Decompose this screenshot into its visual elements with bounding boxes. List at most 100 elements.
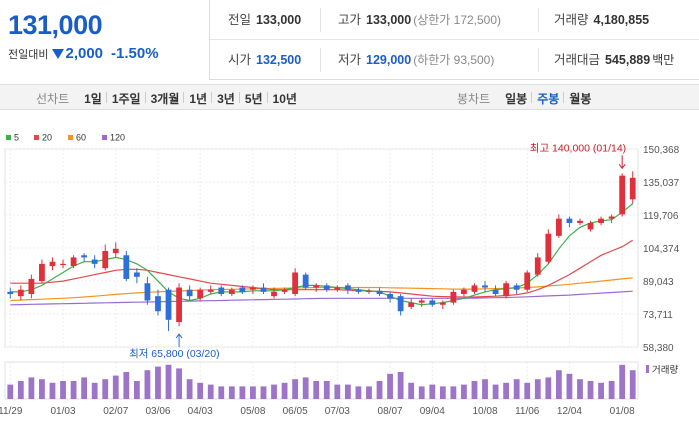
y-tick-label: 58,380 [643,343,674,354]
volume-bar [133,381,140,399]
x-tick-label: 11/29 [0,406,23,417]
quote-info-grid: 전일 133,000 고가 133,000 (상한가 172,500) 거래량 4,18… [210,0,699,80]
candle-body [429,300,436,305]
volume-bar [566,373,573,399]
prev-close-value: 133,000 [256,13,302,27]
candle-body [566,218,573,223]
open-value: 132,500 [256,53,302,67]
divider [320,48,321,72]
candle-body [281,289,288,292]
volume-bar [513,379,520,399]
candlestick-chart[interactable]: 5 20 60 120 150,368 135,037 119,706 104,374 89,0… [0,128,699,430]
trade-value-value: 545,889 [605,53,651,67]
candle-body [239,287,246,292]
candle-body [218,287,225,295]
candle-body [260,287,267,292]
y-tick-label: 150,368 [643,145,680,156]
tab-5y[interactable]: 5년 [238,90,268,107]
volume-bar [397,372,404,399]
prev-close-cell: 전일 133,000 [228,0,301,40]
x-tick-label: 12/04 [557,406,582,417]
volume-label: 거래량 [652,364,678,376]
tab-1d[interactable]: 1일 [84,91,102,106]
volume-bar [60,381,66,399]
price-box: 131,000 전일대비 2,000 -1.50% [0,0,210,80]
candle-body [144,283,151,301]
candle-body [619,175,626,215]
x-tick-label: 11/06 [515,406,540,417]
volume-bar [461,384,467,399]
candle-body [133,272,140,277]
y-tick-label: 119,706 [643,211,679,222]
ma-20-line [10,239,634,298]
legend-label-60: 60 [76,133,86,143]
high-label: 고가 [338,13,362,27]
volume-bar [471,381,478,399]
volume-bar [250,386,256,399]
volume-bar [387,373,393,399]
high-annotation: 최고 140,000 (01/14) [530,142,626,154]
candle-body [186,289,193,297]
candle-body [165,289,172,320]
volume-bar [598,382,604,399]
y-tick-label: 135,037 [643,178,680,189]
volume-bar [292,379,299,399]
tab-daily[interactable]: 일봉 [505,91,528,106]
tab-weekly[interactable]: 주봉 [531,90,564,107]
x-tick-label: 07/03 [325,406,350,417]
lower-limit-text: (하한가 93,500) [413,53,495,67]
volume-bar [102,379,109,399]
volume-bar [260,386,267,399]
candle-body [587,222,594,230]
volume-bar [17,381,24,399]
volume-bar [577,379,583,399]
candle-body [49,261,56,267]
candle-body [7,291,14,295]
candle-body [228,289,235,295]
volume-label: 거래량 [554,13,589,27]
change-label: 전일대비 [8,49,49,61]
x-tick-label: 10/08 [473,406,498,417]
candle-body [123,255,130,279]
volume-bar [492,384,499,399]
volume-value: 4,180,855 [593,13,650,27]
y-tick-label: 73,711 [643,310,673,321]
candle-body [81,255,88,258]
divider [538,48,539,72]
tab-monthly[interactable]: 월봉 [563,90,596,107]
candle-body [355,289,362,292]
candle-body [271,291,277,297]
high-value: 133,000 [366,13,412,27]
change-value: 2,000 [65,45,104,62]
candle-body [598,218,604,223]
candle-body [534,257,541,275]
x-tick-label: 08/07 [378,406,403,417]
x-tick-label: 01/03 [51,406,76,417]
y-tick-label: 89,043 [643,277,674,288]
tab-10y[interactable]: 10년 [266,90,302,107]
candle-body [176,287,182,322]
tab-1w[interactable]: 1주일 [105,90,146,107]
candle-body [39,263,45,282]
high-arrow-head-icon [618,164,626,170]
low-label: 저가 [338,53,362,67]
volume-bar [608,381,615,399]
candle-body [492,289,499,295]
legend-label-120: 120 [110,133,125,143]
candle-body [513,285,520,290]
volume-bar [313,381,320,399]
tab-1y[interactable]: 1년 [183,90,212,107]
volume-bar [123,372,130,399]
candle-body [112,248,119,254]
trade-value-unit: 백만 [652,53,675,67]
candle-body [555,218,562,236]
candle-body [70,257,77,267]
tab-3m[interactable]: 3개월 [144,90,185,107]
candle-body [545,233,552,262]
x-tick-label: 03/06 [145,406,170,417]
divider [538,8,539,32]
volume-frame [4,361,639,400]
volume-bar [555,370,562,399]
tab-3y[interactable]: 3년 [211,90,240,107]
change-percent: -1.50% [111,45,159,62]
